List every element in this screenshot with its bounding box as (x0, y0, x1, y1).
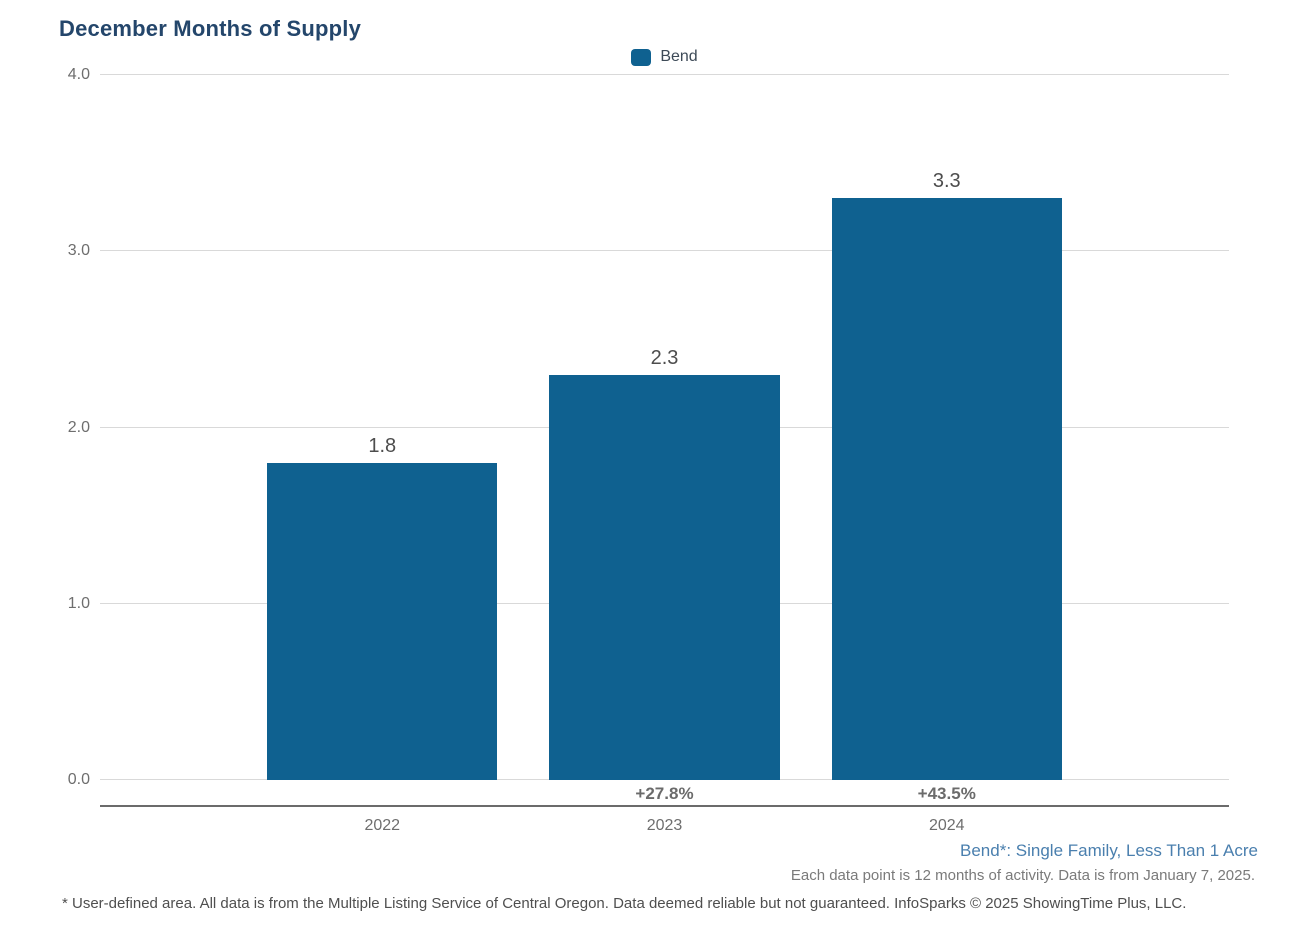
bar-2024[interactable] (831, 198, 1062, 780)
y-tick-label: 0.0 (67, 771, 90, 788)
disclaimer-note: * User-defined area. All data is from th… (62, 895, 1187, 912)
legend: Bend (100, 48, 1229, 66)
y-tick-label: 2.0 (67, 418, 90, 436)
series-definition-note: Bend*: Single Family, Less Than 1 Acre (960, 841, 1258, 860)
bar-value-label: 3.3 (932, 170, 961, 193)
chart-title: December Months of Supply (59, 16, 362, 41)
bar-2023[interactable] (549, 374, 780, 780)
data-period-note: Each data point is 12 months of activity… (790, 867, 1255, 884)
y-axis: 0.0 1.0 2.0 3.0 4.0 (0, 67, 90, 788)
legend-swatch (631, 48, 652, 66)
bar-value-label: 2.3 (650, 346, 679, 369)
x-axis-line (100, 805, 1229, 807)
x-axis: 2022 +27.8% 2023 +43.5% 2024 (100, 780, 1229, 842)
x-tick-label-2024: 2024 (928, 817, 965, 834)
change-percent-label: +27.8% (635, 784, 694, 803)
legend-item-bend[interactable]: Bend (631, 48, 698, 66)
y-tick-label: 4.0 (67, 66, 90, 83)
x-tick-label-2022: 2022 (364, 817, 401, 834)
bar-value-label: 1.8 (368, 434, 397, 457)
y-tick-label: 1.0 (67, 594, 90, 612)
plot-area: 1.8 2.3 3.3 (100, 74, 1229, 780)
change-percent-label: +43.5% (917, 784, 976, 803)
gridline (100, 74, 1229, 75)
gridline (100, 250, 1229, 252)
x-tick-label-2023: 2023 (646, 817, 683, 834)
bar-2022[interactable] (267, 462, 498, 780)
y-tick-label: 3.0 (67, 242, 90, 260)
legend-label: Bend (660, 48, 698, 65)
